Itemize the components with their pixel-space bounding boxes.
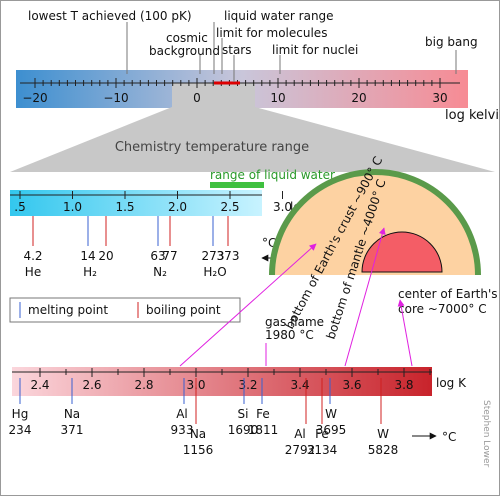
tick-label: 20 (351, 91, 366, 105)
substance: He (25, 265, 41, 279)
element: Fe (256, 407, 270, 421)
tick-label: −10 (103, 91, 128, 105)
tick-label: .5 (14, 200, 25, 214)
pointer-lines (179, 227, 413, 367)
band-label: Chemistry temperature range (115, 140, 309, 155)
annotation: stars (222, 43, 252, 57)
temperature: 234 (9, 423, 32, 437)
top-ticks: −20 −10 0 10 20 30 (22, 78, 448, 105)
element: Si (238, 407, 249, 421)
annotation: lowest T achieved (100 pK) (28, 9, 192, 23)
tick-label: 0 (193, 91, 201, 105)
water-range (210, 182, 264, 188)
temperature: 63 (150, 249, 165, 263)
temperature: 2792 (285, 443, 316, 457)
element: Na (64, 407, 80, 421)
annotation: background (149, 44, 220, 58)
celsius: °C (442, 430, 456, 444)
credit: Stephen Lower (481, 400, 491, 468)
legend-label: melting point (28, 303, 108, 317)
annotation: limit for nuclei (272, 43, 358, 57)
tick-label: 3.6 (342, 378, 361, 392)
temperature: 371 (61, 423, 84, 437)
tick-label: 10 (270, 91, 285, 105)
tick-label: 2.8 (134, 378, 153, 392)
temperature: 77 (162, 249, 177, 263)
annotation: big bang (425, 35, 478, 49)
temperature: 273 (202, 249, 225, 263)
top-unit: log kelvins (445, 108, 500, 123)
substance: H₂O (203, 265, 226, 279)
element: Al (294, 427, 306, 441)
bottom-unit: log K (436, 376, 467, 390)
tick-label: 30 (432, 91, 447, 105)
temperature: 1690 (228, 423, 259, 437)
element: W (325, 407, 337, 421)
middle-bar (10, 190, 262, 216)
tick-label: 2.4 (30, 378, 49, 392)
annotation-leaders (126, 22, 457, 82)
chemistry-band (10, 83, 495, 172)
tick-label: 1.0 (63, 200, 82, 214)
temperature: 20 (98, 249, 113, 263)
substance: N₂ (153, 265, 167, 279)
temperature: 3134 (307, 443, 338, 457)
annotation: liquid water range (224, 9, 334, 23)
legend-label: boiling point (146, 303, 221, 317)
earth-crust (269, 169, 481, 276)
temperature: 4.2 (23, 249, 42, 263)
annotation: limit for molecules (216, 26, 327, 40)
earth-label: center of Earth's (398, 287, 498, 301)
tick-label: 2.6 (82, 378, 101, 392)
substance: H₂ (83, 265, 97, 279)
element: Al (176, 407, 188, 421)
element: Hg (12, 407, 29, 421)
tick-label: 3.0 (273, 200, 292, 214)
temperature: 14 (80, 249, 95, 263)
earth-label: core ~7000° C (398, 302, 487, 316)
tick-label: 2.5 (220, 200, 239, 214)
temperature: 373 (217, 249, 240, 263)
tick-label: 3.8 (394, 378, 413, 392)
tick-label: 2.0 (168, 200, 187, 214)
annotation: cosmic (166, 31, 208, 45)
celsius: °C (262, 236, 276, 250)
temperature: 933 (171, 423, 194, 437)
element: W (377, 427, 389, 441)
temperature: 1811 (248, 423, 279, 437)
water-label: range of liquid water (210, 168, 335, 182)
temperature: 5828 (368, 443, 399, 457)
tick-label: −20 (22, 91, 47, 105)
earth-core (361, 231, 443, 273)
middle-ticks: .5 1.0 1.5 2.0 2.5 3.0 (14, 191, 292, 214)
tick-label: 3.2 (238, 378, 257, 392)
gas-flame-label: 1980 °C (265, 328, 314, 342)
gas-flame-label: gas flame (265, 315, 324, 329)
tick-label: 3.4 (290, 378, 309, 392)
element: Na (190, 427, 206, 441)
legend (9, 297, 241, 323)
temperature: 1156 (183, 443, 214, 457)
element: Fe (315, 427, 329, 441)
temperature: 3695 (316, 423, 347, 437)
bottom-ticks: 2.4 2.6 2.8 3.0 3.2 3.4 3.6 3.8 (30, 368, 431, 392)
tick-label: 1.5 (115, 200, 134, 214)
